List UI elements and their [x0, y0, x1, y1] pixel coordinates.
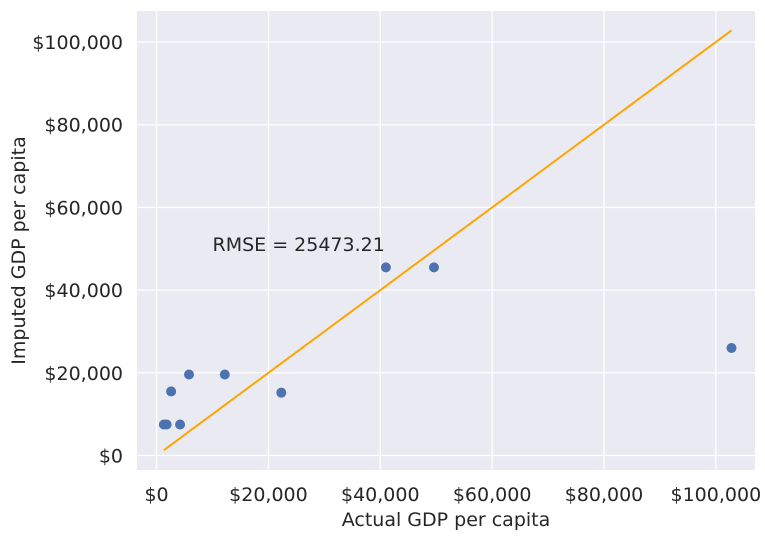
data-point	[276, 387, 287, 398]
y-tick-label: $80,000	[44, 115, 123, 137]
data-point	[726, 343, 737, 354]
data-point	[175, 419, 186, 430]
data-point	[380, 262, 391, 273]
fit-line	[163, 29, 733, 451]
x-tick-label: $60,000	[453, 484, 532, 506]
rmse-annotation: RMSE = 25473.21	[213, 234, 385, 256]
data-points	[158, 262, 737, 430]
y-tick-label: $20,000	[44, 363, 123, 385]
data-point	[184, 369, 195, 380]
y-tick-labels: $0 $20,000 $40,000 $60,000 $80,000 $100,000	[32, 32, 123, 468]
y-tick-label: $0	[99, 446, 123, 468]
x-tick-label: $20,000	[229, 484, 308, 506]
y-axis-label: Imputed GDP per capita	[8, 136, 30, 364]
data-point	[428, 262, 439, 273]
grid-lines	[137, 11, 755, 470]
y-tick-label: $60,000	[44, 197, 123, 219]
y-tick-label: $100,000	[32, 32, 123, 54]
y-tick-label: $40,000	[44, 280, 123, 302]
data-point	[166, 386, 177, 397]
data-point	[161, 419, 172, 430]
x-tick-label: $100,000	[671, 484, 762, 506]
x-tick-label: $80,000	[565, 484, 644, 506]
data-point	[219, 369, 230, 380]
x-tick-labels: $0 $20,000 $40,000 $60,000 $80,000 $100,000	[144, 484, 761, 506]
x-axis-label: Actual GDP per capita	[342, 509, 551, 531]
x-tick-label: $40,000	[341, 484, 420, 506]
x-tick-label: $0	[144, 484, 168, 506]
